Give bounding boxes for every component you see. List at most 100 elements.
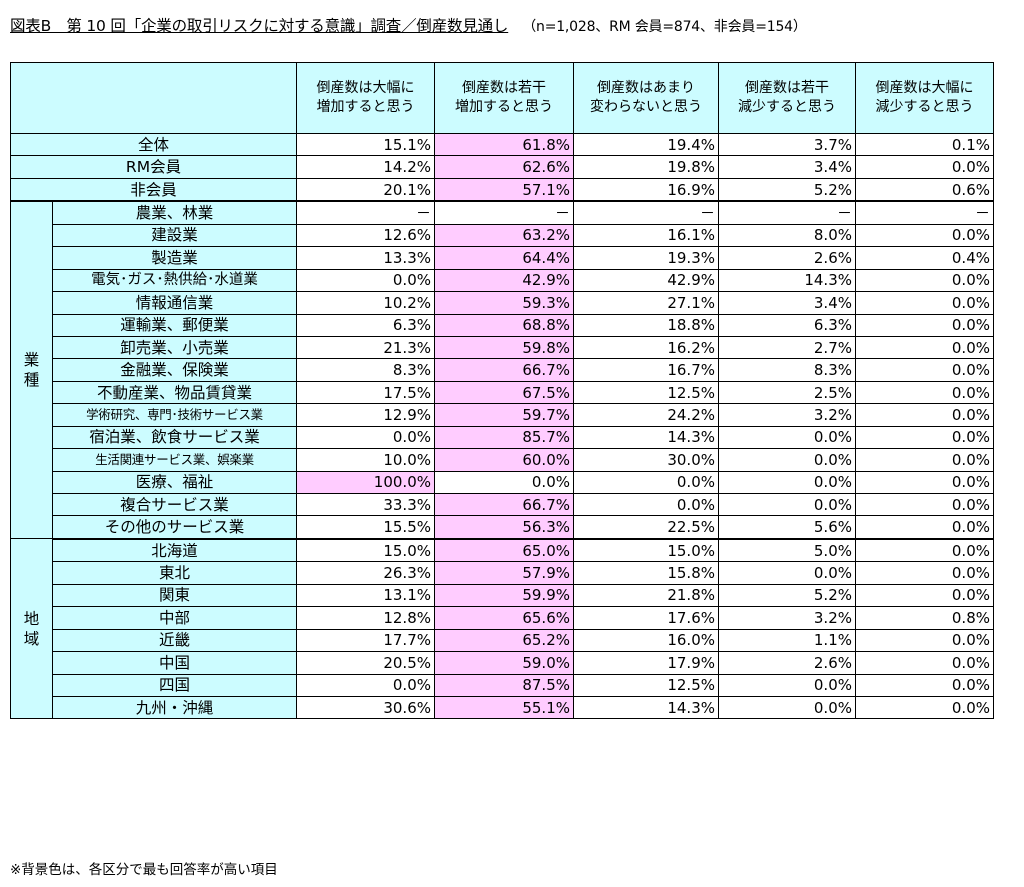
- value-cell: 12.8%: [296, 606, 435, 630]
- value-cell: －: [855, 200, 994, 225]
- value-cell: 15.1%: [296, 132, 435, 157]
- value-cell: 14.3%: [718, 268, 856, 293]
- value-cell: 42.9%: [573, 268, 719, 293]
- value-cell: 12.6%: [296, 223, 435, 248]
- table-row: 中国 20.5% 59.0% 17.9% 2.6% 0.0%: [11, 651, 994, 675]
- row-label: 情報通信業: [52, 291, 297, 315]
- value-cell: 14.3%: [573, 425, 719, 450]
- value-cell: 0.0%: [855, 448, 994, 472]
- group-label: 地域: [10, 538, 53, 720]
- value-cell: 0.8%: [855, 606, 994, 630]
- value-cell: 15.0%: [573, 538, 719, 563]
- value-cell: 0.0%: [718, 561, 856, 585]
- value-cell: 18.8%: [573, 313, 719, 337]
- value-cell: 0.0%: [855, 403, 994, 427]
- value-cell: 0.0%: [855, 695, 994, 720]
- value-cell: 100.0%: [296, 470, 435, 495]
- value-cell: 55.1%: [434, 695, 574, 720]
- value-cell: 59.7%: [434, 403, 574, 427]
- value-cell: 0.0%: [855, 628, 994, 653]
- figure-title: 図表B 第 10 回「企業の取引リスクに対する意識」調査／倒産数見通し （n=1,…: [10, 14, 1018, 36]
- row-label: 中部: [52, 606, 297, 630]
- row-label: 農業、林業: [52, 200, 297, 225]
- title-sample-size: （n=1,028、RM 会員=874、非会員=154）: [522, 19, 807, 35]
- value-cell: －: [573, 200, 719, 225]
- forecast-table: 倒産数は大幅に 増加すると思う 倒産数は若干 増加すると思う 倒産数はあまり 変わらな…: [10, 62, 994, 720]
- value-cell: 30.6%: [296, 695, 435, 720]
- value-cell: 17.5%: [296, 380, 435, 405]
- value-cell: 14.3%: [573, 695, 719, 720]
- value-cell: 5.6%: [718, 515, 856, 540]
- value-cell: 87.5%: [434, 673, 574, 697]
- table-row: 情報通信業 10.2% 59.3% 27.1% 3.4% 0.0%: [11, 291, 994, 315]
- value-cell: 27.1%: [573, 291, 719, 315]
- table-row: 学術研究、専門･技術サービス業 12.9% 59.7% 24.2% 3.2% 0.0%: [11, 403, 994, 427]
- value-cell: －: [296, 200, 435, 225]
- value-cell: 19.8%: [573, 155, 719, 179]
- value-cell: 63.2%: [434, 223, 574, 248]
- value-cell: 0.0%: [855, 155, 994, 179]
- table-row: 生活関連サービス業、娯楽業 10.0% 60.0% 30.0% 0.0% 0.0%: [11, 448, 994, 472]
- value-cell: 26.3%: [296, 561, 435, 585]
- row-label: 学術研究、専門･技術サービス業: [52, 403, 297, 427]
- value-cell: 56.3%: [434, 515, 574, 540]
- row-label: 複合サービス業: [52, 492, 297, 517]
- value-cell: 24.2%: [573, 403, 719, 427]
- value-cell: 0.0%: [855, 291, 994, 315]
- value-cell: 3.2%: [718, 403, 856, 427]
- value-cell: 10.2%: [296, 291, 435, 315]
- row-label: RM会員: [10, 155, 297, 179]
- value-cell: 59.8%: [434, 335, 574, 360]
- value-cell: 16.7%: [573, 358, 719, 382]
- value-cell: 59.3%: [434, 291, 574, 315]
- title-main: 図表B 第 10 回「企業の取引リスクに対する意識」調査／倒産数見通し: [10, 17, 509, 35]
- row-label: 生活関連サービス業、娯楽業: [52, 448, 297, 472]
- value-cell: 0.0%: [855, 268, 994, 293]
- table-row: 運輸業、郵便業 6.3% 68.8% 18.8% 6.3% 0.0%: [11, 313, 994, 337]
- value-cell: 3.4%: [718, 291, 856, 315]
- value-cell: 3.2%: [718, 606, 856, 630]
- table-row: 金融業、保険業 8.3% 66.7% 16.7% 8.3% 0.0%: [11, 358, 994, 382]
- value-cell: 21.3%: [296, 335, 435, 360]
- value-cell: 5.2%: [718, 583, 856, 608]
- column-header: 倒産数は若干 減少すると思う: [718, 62, 856, 134]
- value-cell: 19.4%: [573, 132, 719, 157]
- row-label: 北海道: [52, 538, 297, 563]
- value-cell: 8.3%: [718, 358, 856, 382]
- value-cell: 6.3%: [296, 313, 435, 337]
- table-row: 建設業 12.6% 63.2% 16.1% 8.0% 0.0%: [11, 223, 994, 248]
- value-cell: 0.0%: [434, 470, 574, 495]
- value-cell: 0.0%: [855, 561, 994, 585]
- table-row: 四国 0.0% 87.5% 12.5% 0.0% 0.0%: [11, 673, 994, 697]
- value-cell: 5.0%: [718, 538, 856, 563]
- value-cell: 0.0%: [855, 313, 994, 337]
- value-cell: 0.0%: [718, 695, 856, 720]
- row-label: 四国: [52, 673, 297, 697]
- value-cell: 0.0%: [296, 268, 435, 293]
- value-cell: 20.1%: [296, 177, 435, 203]
- value-cell: 16.9%: [573, 177, 719, 203]
- value-cell: 0.4%: [855, 246, 994, 270]
- value-cell: 67.5%: [434, 380, 574, 405]
- value-cell: 59.0%: [434, 651, 574, 675]
- column-header: 倒産数は大幅に 減少すると思う: [855, 62, 994, 134]
- value-cell: 17.9%: [573, 651, 719, 675]
- footnote: ※背景色は、各区分で最も回答率が高い項目: [10, 862, 278, 878]
- value-cell: 12.5%: [573, 380, 719, 405]
- header-row: 倒産数は大幅に 増加すると思う 倒産数は若干 増加すると思う 倒産数はあまり 変わらな…: [10, 62, 994, 134]
- value-cell: 0.0%: [855, 673, 994, 697]
- value-cell: 17.6%: [573, 606, 719, 630]
- value-cell: 2.7%: [718, 335, 856, 360]
- value-cell: 0.0%: [718, 470, 856, 495]
- value-cell: 0.0%: [718, 425, 856, 450]
- value-cell: 33.3%: [296, 492, 435, 517]
- table-row: 非会員 20.1% 57.1% 16.9% 5.2% 0.6%: [10, 177, 994, 203]
- row-label: 九州・沖縄: [52, 695, 297, 720]
- table-row: 医療、福祉 100.0% 0.0% 0.0% 0.0% 0.0%: [11, 470, 994, 495]
- row-label: 金融業、保険業: [52, 358, 297, 382]
- value-cell: 20.5%: [296, 651, 435, 675]
- table-row: RM会員 14.2% 62.6% 19.8% 3.4% 0.0%: [10, 155, 994, 179]
- value-cell: 64.4%: [434, 246, 574, 270]
- value-cell: 0.0%: [855, 223, 994, 248]
- row-label: 医療、福祉: [52, 470, 297, 495]
